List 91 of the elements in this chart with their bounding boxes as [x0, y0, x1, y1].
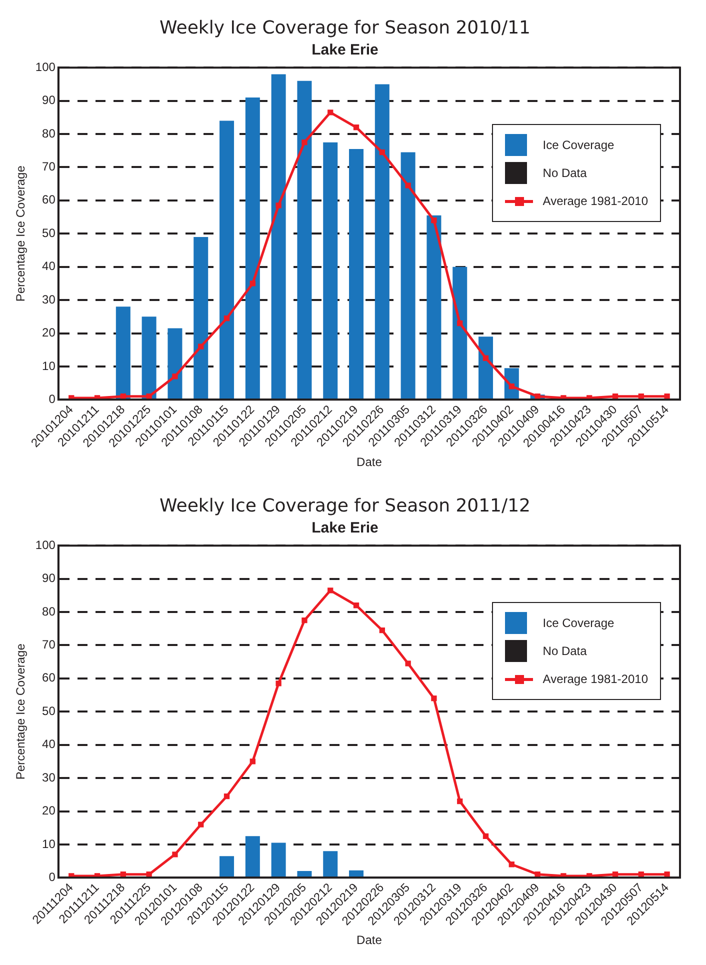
legend-label: Average 1981-2010	[542, 672, 648, 686]
point	[457, 798, 463, 804]
legend-label: Average 1981-2010	[542, 194, 648, 208]
point	[198, 822, 204, 828]
point	[250, 758, 256, 764]
x-axis-title: Date	[356, 933, 382, 948]
point	[353, 124, 360, 130]
y-tick-label: 60	[42, 670, 56, 685]
y-tick-label: 90	[42, 571, 56, 586]
point	[328, 110, 334, 116]
y-tick-label: 10	[42, 358, 56, 373]
point	[224, 315, 230, 322]
point	[224, 793, 230, 800]
point	[276, 202, 282, 208]
y-tick-label: 90	[42, 93, 56, 108]
chart-subtitle: Lake Erie	[312, 42, 378, 59]
point	[508, 862, 514, 868]
point	[198, 344, 204, 350]
bar	[220, 120, 234, 399]
point	[534, 394, 540, 400]
point	[302, 617, 308, 624]
bar	[194, 236, 208, 399]
bar	[271, 842, 286, 877]
y-tick-label: 80	[42, 604, 56, 618]
chart-subtitle: Lake Erie	[312, 520, 378, 537]
legend-label: No Data	[542, 166, 587, 180]
point	[353, 602, 360, 608]
point	[250, 280, 256, 286]
y-tick-label: 30	[42, 770, 56, 784]
point	[431, 218, 437, 224]
legend-label: Ice Coverage	[542, 616, 614, 630]
y-tick-label: 60	[42, 192, 56, 207]
bar	[142, 316, 156, 399]
point	[405, 182, 411, 188]
point	[379, 149, 385, 156]
bar	[116, 306, 130, 399]
point	[431, 696, 437, 702]
legend-label: No Data	[542, 644, 587, 658]
y-tick-label: 50	[42, 704, 56, 718]
bar	[297, 80, 312, 399]
bar	[478, 336, 494, 399]
y-tick-label: 50	[42, 226, 56, 240]
y-tick-label: 30	[42, 292, 56, 306]
legend-label: Ice Coverage	[542, 138, 614, 152]
point	[664, 872, 670, 878]
point	[405, 660, 411, 666]
bar	[220, 856, 234, 877]
point	[664, 394, 670, 400]
y-tick-label: 100	[35, 538, 56, 552]
bar	[374, 84, 390, 399]
y-tick-label: 20	[42, 326, 56, 340]
y-tick-label: 0	[48, 392, 56, 406]
y-tick-label: 100	[35, 60, 56, 74]
y-axis-title: Percentage Ice Coverage	[14, 165, 28, 302]
bar	[349, 148, 364, 399]
bar	[349, 870, 364, 877]
point	[172, 374, 178, 380]
bar	[426, 215, 442, 399]
y-tick-label: 10	[42, 836, 56, 851]
point	[172, 852, 178, 858]
point	[302, 139, 308, 146]
bar	[168, 328, 182, 399]
point	[328, 588, 334, 594]
y-tick-label: 80	[42, 126, 56, 140]
point	[457, 320, 463, 326]
chart-title: Weekly Ice Coverage for Season 2011/12	[160, 495, 530, 516]
bar	[452, 266, 468, 399]
y-tick-label: 70	[42, 160, 56, 174]
x-axis-title: Date	[356, 455, 382, 470]
y-tick-label: 20	[42, 804, 56, 818]
y-tick-label: 40	[42, 737, 56, 752]
chart-title: Weekly Ice Coverage for Season 2010/11	[160, 17, 530, 38]
point	[276, 680, 282, 686]
point	[508, 384, 514, 390]
bar	[323, 851, 338, 877]
point	[379, 627, 385, 634]
bar	[245, 97, 260, 399]
y-tick-label: 40	[42, 259, 56, 274]
point	[534, 872, 540, 878]
bar	[297, 871, 312, 877]
y-tick-label: 70	[42, 638, 56, 652]
point	[482, 833, 489, 839]
y-tick-label: 0	[48, 870, 56, 884]
bar	[323, 142, 338, 399]
point	[146, 872, 152, 878]
point	[482, 355, 489, 361]
bar	[245, 836, 260, 877]
bar	[271, 74, 286, 399]
y-axis-title: Percentage Ice Coverage	[14, 643, 28, 780]
point	[146, 394, 152, 400]
bar	[400, 152, 416, 399]
